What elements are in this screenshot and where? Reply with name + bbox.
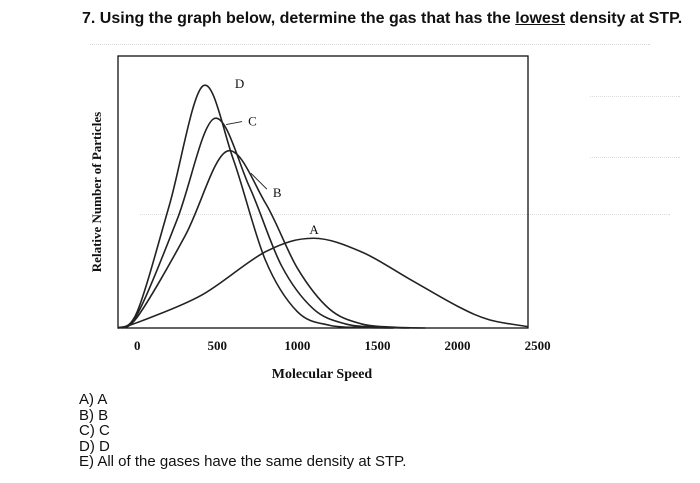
curve-label-leader <box>226 121 243 126</box>
curve-label: D <box>235 76 244 91</box>
y-axis-label: Relative Number of Particles <box>89 112 104 272</box>
answer-letter: E) <box>79 453 94 470</box>
curve-a <box>117 237 529 329</box>
x-tick-label: 500 <box>208 338 228 353</box>
x-tick-label: 2500 <box>525 338 551 353</box>
answer-choice[interactable]: A) A <box>79 392 406 408</box>
answer-choice[interactable]: E) All of the gases have the same densit… <box>79 454 406 470</box>
answer-choices: A) A B) B C) C D) D E) All of the gases … <box>79 392 406 470</box>
curve-label: C <box>248 114 257 129</box>
question-suffix: density at STP. <box>569 10 683 27</box>
answer-text: B <box>98 406 109 424</box>
x-tick-label: 1500 <box>364 338 390 353</box>
answer-choice[interactable]: D) D <box>79 437 406 455</box>
answer-letter: A) <box>79 391 94 408</box>
curve-label-leader <box>250 172 268 190</box>
curve-b <box>117 150 426 329</box>
answer-text: All of the gases have the same density a… <box>97 453 407 470</box>
x-tick-label: 0 <box>134 338 141 353</box>
question-emphasis: lowest <box>515 10 566 27</box>
answer-choice[interactable]: B) B <box>79 406 406 424</box>
answer-text: A <box>97 391 108 408</box>
x-axis-label: Molecular Speed <box>272 367 373 382</box>
curve-c <box>117 117 410 329</box>
answer-text: C <box>99 422 110 439</box>
plot-frame <box>117 55 529 329</box>
x-tick-label: 1000 <box>284 338 310 353</box>
question-text: 7. Using the graph below, determine the … <box>82 10 682 28</box>
answer-letter: D) <box>79 437 95 455</box>
answer-text: D <box>99 437 110 455</box>
answer-choice[interactable]: C) C <box>79 423 406 439</box>
x-tick-label: 2000 <box>445 338 471 353</box>
curve-d <box>117 84 394 329</box>
question-prefix: 7. Using the graph below, determine the … <box>82 10 511 27</box>
answer-letter: B) <box>79 406 94 424</box>
curve-label: A <box>309 222 319 237</box>
answer-letter: C) <box>79 422 95 439</box>
curve-label: B <box>273 185 282 200</box>
